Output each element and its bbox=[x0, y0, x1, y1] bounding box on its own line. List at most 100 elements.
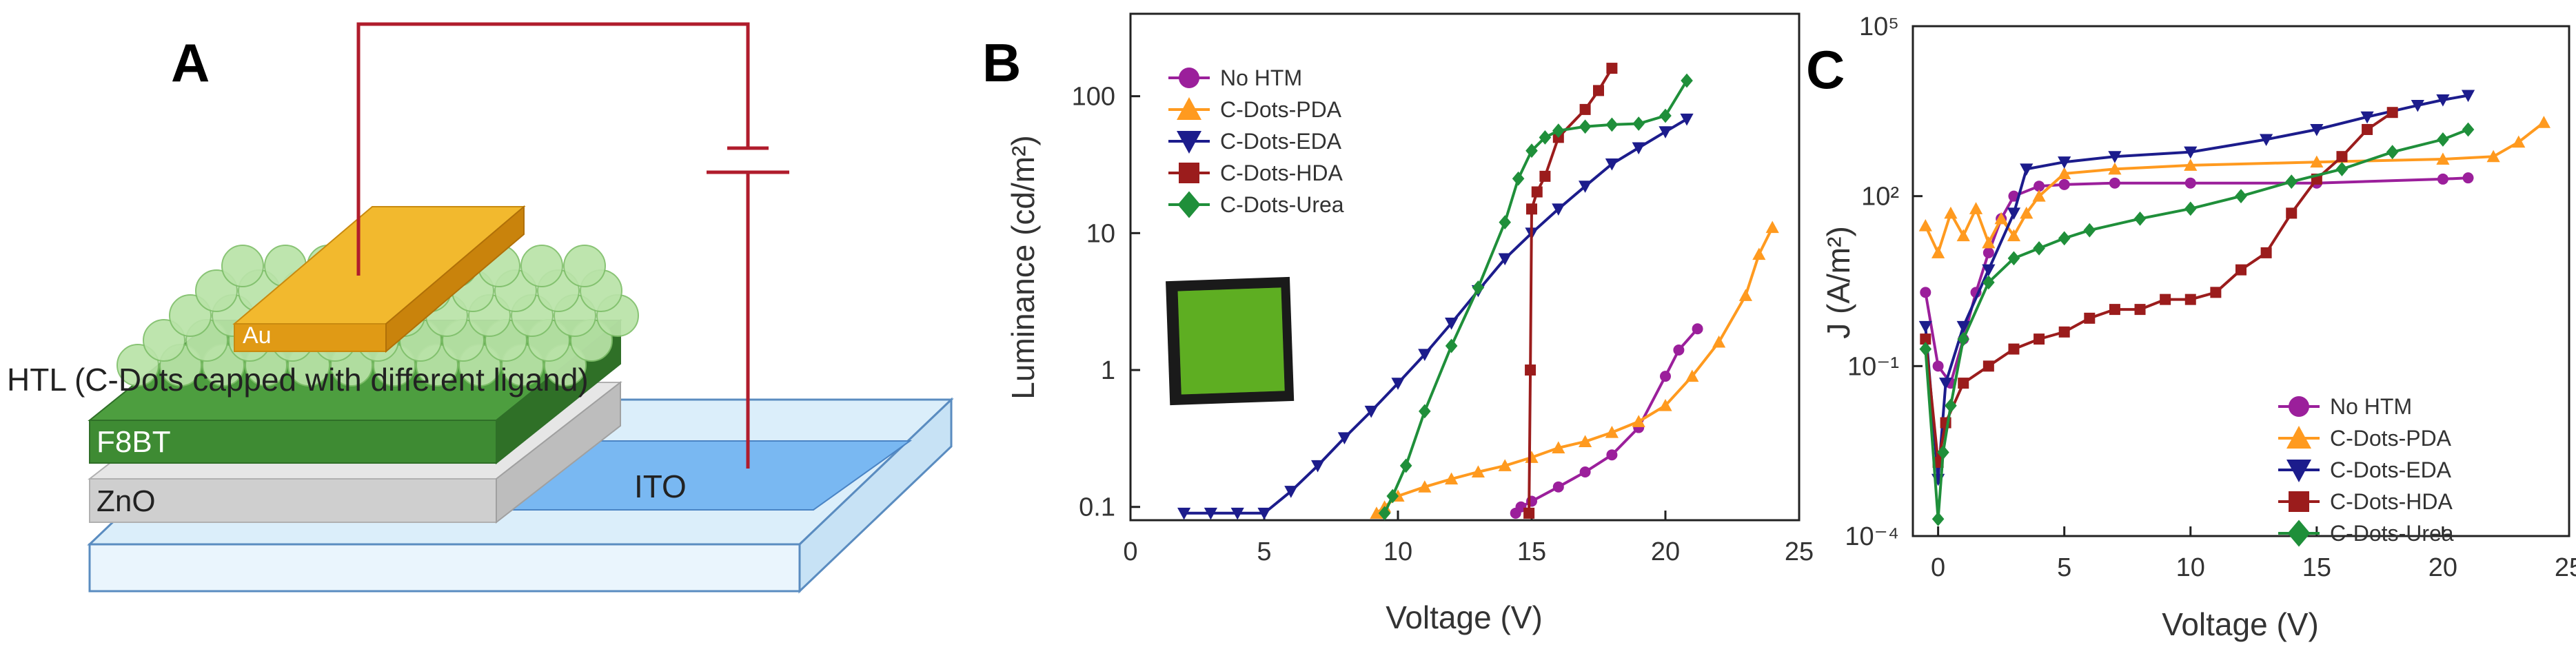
c-dot-bubble bbox=[169, 294, 212, 337]
data-point bbox=[1370, 506, 1383, 519]
data-point bbox=[2032, 189, 2046, 202]
c-dot-bubble bbox=[143, 319, 185, 362]
data-point bbox=[1284, 486, 1298, 498]
panel-c-letter: C bbox=[1806, 39, 1845, 100]
data-point bbox=[2058, 231, 2071, 246]
data-point bbox=[1177, 507, 1191, 520]
data-point bbox=[1399, 458, 1412, 473]
data-point bbox=[2386, 107, 2398, 119]
legend-marker bbox=[1179, 163, 1199, 183]
data-point bbox=[1593, 85, 1604, 96]
x-tick-label: 15 bbox=[1517, 537, 1546, 566]
chart-b-ylabel: Luminance (cd/m²) bbox=[1005, 135, 1041, 399]
x-tick-label: 15 bbox=[2302, 553, 2331, 582]
zno-layer-side bbox=[496, 380, 621, 524]
data-point bbox=[2486, 150, 2500, 163]
data-point bbox=[1765, 220, 1779, 234]
series-line-c-dots-pda bbox=[1924, 121, 2545, 257]
legend-label: C-Dots-PDA bbox=[2330, 426, 2452, 451]
data-point bbox=[2411, 99, 2424, 112]
data-point bbox=[1471, 465, 1485, 478]
x-tick-label: 0 bbox=[1123, 537, 1137, 566]
data-point bbox=[2184, 177, 2196, 189]
data-point bbox=[1920, 287, 1931, 298]
data-point bbox=[1994, 212, 2008, 225]
data-point bbox=[2260, 247, 2272, 258]
data-point bbox=[2335, 162, 2349, 176]
device-photo-inset bbox=[1166, 276, 1295, 406]
data-point bbox=[1958, 378, 1969, 389]
data-point bbox=[1969, 202, 1983, 214]
data-point bbox=[2109, 304, 2120, 316]
c-dot-bubble bbox=[563, 245, 606, 287]
series-line-c-dots-pda bbox=[1375, 227, 1774, 515]
legend-label: No HTM bbox=[1220, 65, 1302, 90]
data-point bbox=[1579, 103, 1591, 115]
legend-marker bbox=[1179, 68, 1199, 88]
data-point bbox=[1311, 460, 1325, 473]
data-point bbox=[2210, 287, 2222, 298]
x-tick-label: 20 bbox=[1651, 537, 1680, 566]
data-point bbox=[1579, 181, 1592, 193]
glass-substrate-front bbox=[88, 543, 801, 593]
data-point bbox=[2462, 172, 2474, 184]
chart-b-xlabel: Voltage (V) bbox=[1386, 599, 1543, 635]
data-point bbox=[2008, 343, 2020, 355]
data-point bbox=[1230, 507, 1244, 520]
panel-a: A ITO ZnO F8BT Au HTL (C-Dots capped wit… bbox=[7, 22, 954, 594]
data-point bbox=[2033, 240, 2045, 256]
y-tick-label: 10 bbox=[1086, 219, 1115, 248]
data-point bbox=[2462, 122, 2475, 137]
data-point bbox=[2360, 111, 2374, 124]
chart-c-ylabel: J (A/m²) bbox=[1821, 226, 1856, 339]
data-point bbox=[1632, 142, 1645, 155]
data-point bbox=[1752, 247, 1766, 260]
panel-a-letter: A bbox=[171, 32, 210, 93]
data-point bbox=[2007, 207, 2021, 220]
data-point bbox=[1606, 449, 1618, 461]
data-point bbox=[1337, 432, 1351, 444]
data-point bbox=[1632, 415, 1645, 427]
data-point bbox=[2058, 178, 2070, 190]
legend-label: C-Dots-EDA bbox=[1220, 129, 1342, 154]
data-point bbox=[1685, 369, 1699, 382]
data-point bbox=[1982, 236, 1996, 249]
data-point bbox=[1692, 323, 1703, 335]
data-point bbox=[1660, 371, 1671, 382]
data-point bbox=[1579, 466, 1591, 478]
data-point bbox=[1579, 435, 1592, 447]
data-point bbox=[1605, 426, 1619, 438]
x-tick-label: 0 bbox=[1931, 553, 1945, 582]
data-point bbox=[2386, 145, 2399, 160]
y-tick-label: 1 bbox=[1101, 356, 1115, 385]
data-point bbox=[1919, 342, 1932, 356]
data-point bbox=[2109, 177, 2120, 189]
data-point bbox=[1378, 506, 1391, 521]
data-point bbox=[1525, 364, 1537, 376]
data-point bbox=[1659, 126, 1672, 138]
data-point bbox=[2007, 251, 2020, 266]
legend-label: C-Dots-Urea bbox=[2330, 521, 2454, 546]
chart-b-frame bbox=[1129, 12, 1801, 522]
data-point bbox=[1956, 320, 1970, 333]
data-point bbox=[1606, 63, 1618, 74]
data-point bbox=[1552, 481, 1564, 493]
data-point bbox=[2184, 201, 2197, 216]
x-tick-label: 25 bbox=[1785, 537, 1814, 566]
legend-marker bbox=[2286, 426, 2311, 449]
series-line-no-htm bbox=[1514, 327, 1699, 515]
x-tick-label: 5 bbox=[2057, 553, 2071, 582]
y-tick-label: 10⁻¹ bbox=[1847, 352, 1899, 381]
legend-marker bbox=[2289, 396, 2309, 417]
data-point bbox=[1931, 246, 1945, 258]
data-point bbox=[2285, 174, 2298, 189]
data-point bbox=[2020, 206, 2034, 219]
data-point bbox=[2362, 123, 2373, 135]
data-point bbox=[2134, 304, 2146, 316]
chart-c-frame bbox=[1911, 25, 2570, 537]
data-point bbox=[1945, 398, 1957, 413]
chart-c-xlabel: Voltage (V) bbox=[2162, 606, 2319, 642]
data-point bbox=[1552, 203, 1565, 216]
data-point bbox=[1472, 280, 1485, 295]
data-point bbox=[2310, 155, 2324, 168]
